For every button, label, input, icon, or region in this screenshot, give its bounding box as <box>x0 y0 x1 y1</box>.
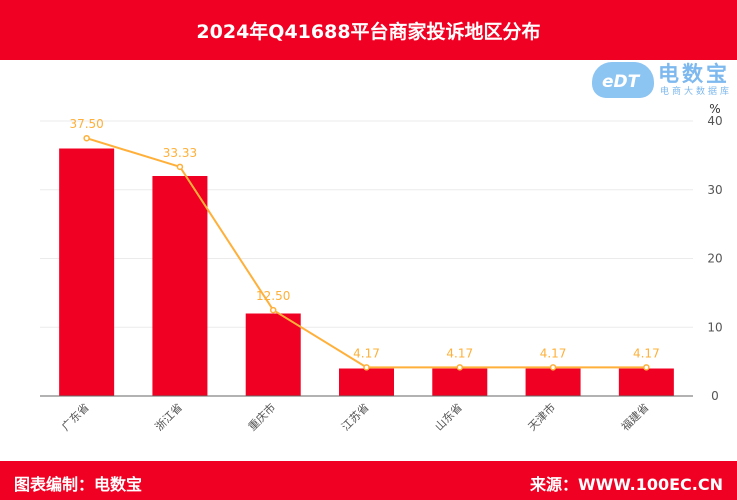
chart-title: 2024年Q41688平台商家投诉地区分布 <box>196 20 541 43</box>
bar <box>245 313 301 396</box>
logo-mark: eDT <box>602 72 640 92</box>
x-tick-label: 山东省 <box>432 401 465 434</box>
x-tick-label: 浙江省 <box>153 401 186 434</box>
x-tick-label: 江苏省 <box>339 401 372 434</box>
bar <box>618 368 674 396</box>
bar <box>525 368 581 396</box>
bar <box>432 368 488 396</box>
logo: eDT 电数宝 电商大数据库 <box>592 60 732 102</box>
data-label: 4.17 <box>353 346 380 360</box>
y-tick-label: 30 <box>707 183 722 197</box>
y-axis-unit: % <box>709 102 720 116</box>
chart-title-bar: 2024年Q41688平台商家投诉地区分布 <box>0 0 737 60</box>
logo-name: 电数宝 <box>658 62 730 86</box>
line-point <box>269 306 277 314</box>
y-tick-label: 10 <box>707 320 722 334</box>
x-tick-label: 天津市 <box>525 400 558 433</box>
data-label: 37.50 <box>69 117 103 131</box>
x-tick-label: 广东省 <box>59 401 92 434</box>
bar <box>339 368 394 396</box>
y-tick-label: 0 <box>711 389 719 403</box>
line-point <box>456 364 464 371</box>
y-tick-label: 20 <box>707 252 722 266</box>
cloud-logo-icon <box>592 62 654 98</box>
x-tick-label: 福建省 <box>618 400 651 433</box>
data-label: 33.33 <box>163 146 197 160</box>
line-point <box>549 364 557 371</box>
y-tick-label: 40 <box>707 114 722 128</box>
footer-source: 来源：WWW.100EC.CN <box>529 475 723 494</box>
bar <box>59 148 115 396</box>
line-point <box>83 134 90 142</box>
data-label: 4.17 <box>633 346 660 360</box>
line-point <box>363 364 370 371</box>
line-point <box>643 364 650 371</box>
data-label: 4.17 <box>446 346 473 360</box>
footer-credit: 图表编制：电数宝 <box>14 475 143 494</box>
data-label: 12.50 <box>256 289 290 303</box>
logo-subtitle: 电商大数据库 <box>660 87 733 97</box>
x-tick-label: 重庆市 <box>245 400 278 433</box>
bar <box>152 176 208 396</box>
footer: 图表编制：电数宝 来源：WWW.100EC.CN <box>0 461 737 500</box>
data-label: 4.17 <box>540 346 567 360</box>
line-point <box>176 163 184 171</box>
